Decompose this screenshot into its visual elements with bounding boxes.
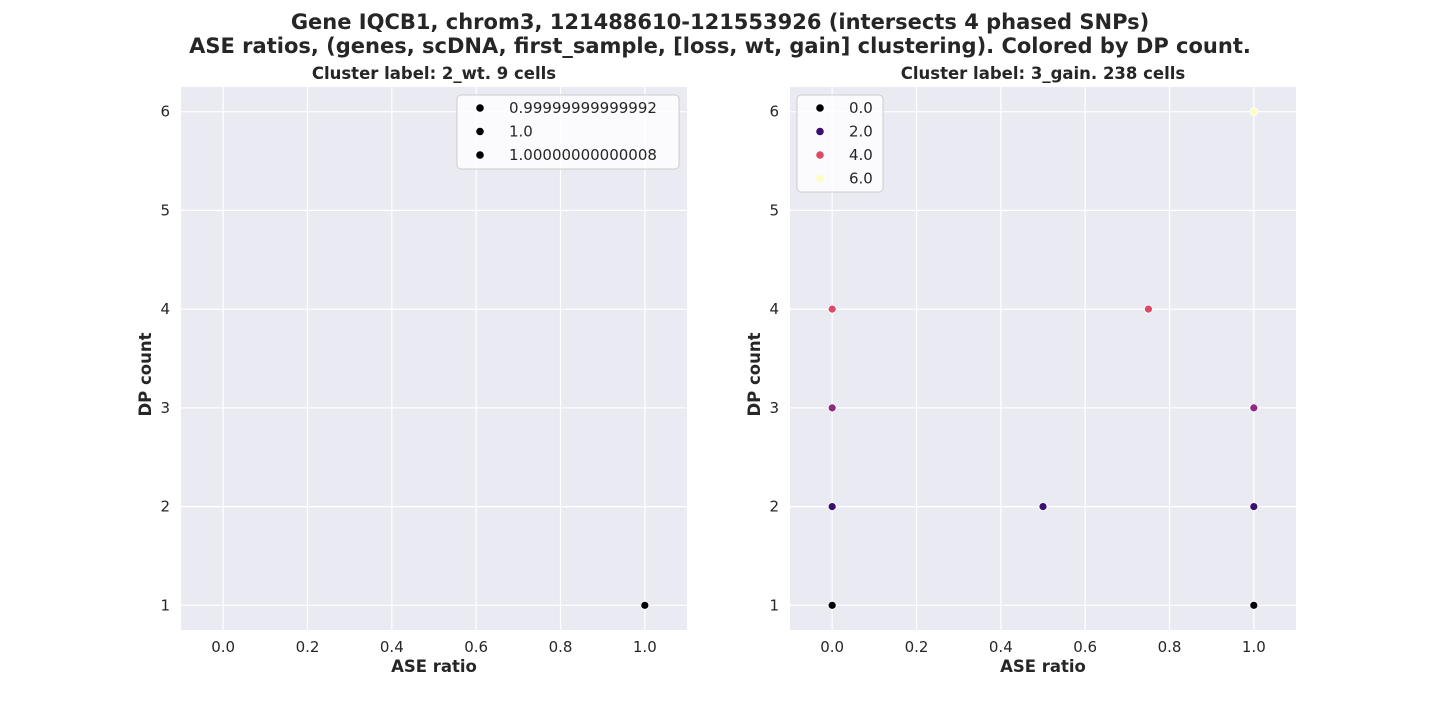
y-tick-label: 4 bbox=[769, 300, 779, 318]
panel-title: Cluster label: 2_wt. 9 cells bbox=[312, 64, 556, 83]
chart-panel-2: 0.0 0.2 0.4 0.6 0.8 1.0 1 2 3 4 5 6 Cluster label: 3… bbox=[745, 64, 1296, 676]
legend-label: 1.00000000000008 bbox=[509, 146, 657, 164]
x-tick-label: 0.4 bbox=[380, 638, 404, 656]
x-tick-label: 0.0 bbox=[211, 638, 235, 656]
data-point bbox=[1038, 502, 1048, 511]
x-tick-label: 1.0 bbox=[633, 638, 657, 656]
y-tick-label: 3 bbox=[160, 399, 170, 417]
x-tick-label: 0.2 bbox=[905, 638, 929, 656]
figure-title-line-1: Gene IQCB1, chrom3, 121488610-121553926 … bbox=[290, 10, 1150, 34]
x-axis-label: ASE ratio bbox=[1000, 657, 1086, 676]
data-point bbox=[827, 403, 837, 413]
y-tick-label: 2 bbox=[769, 498, 779, 516]
x-tick-label: 0.4 bbox=[989, 638, 1013, 656]
legend-box bbox=[456, 94, 680, 170]
x-tick-label: 0.0 bbox=[820, 638, 844, 656]
data-point bbox=[827, 304, 837, 314]
data-point bbox=[1249, 600, 1259, 610]
x-tick-label: 0.6 bbox=[464, 638, 488, 656]
x-tick-label: 0.2 bbox=[296, 638, 320, 656]
y-tick-label: 1 bbox=[769, 596, 779, 614]
x-tick-label: 0.8 bbox=[1158, 638, 1182, 656]
legend-label: 1.0 bbox=[509, 123, 533, 141]
legend-marker bbox=[476, 104, 484, 112]
legend-label: 2.0 bbox=[849, 123, 873, 141]
y-tick-label: 2 bbox=[160, 498, 170, 516]
y-tick-label: 6 bbox=[769, 103, 779, 121]
figure-title-line-2: ASE ratios, (genes, scDNA, first_sample,… bbox=[189, 34, 1251, 58]
panel-title: Cluster label: 3_gain. 238 cells bbox=[901, 64, 1186, 83]
legend-marker bbox=[476, 127, 484, 136]
y-tick-label: 1 bbox=[160, 596, 170, 614]
y-tick-label: 5 bbox=[769, 201, 779, 219]
legend-label: 0.0 bbox=[849, 99, 873, 117]
legend-label: 0.99999999999992 bbox=[509, 99, 657, 117]
data-point bbox=[827, 600, 837, 610]
legend-marker bbox=[476, 151, 484, 159]
data-point bbox=[827, 502, 837, 511]
y-axis-label: DP count bbox=[745, 332, 764, 416]
legend: 0.99999999999992 1.0 1.00000000000008 bbox=[456, 94, 680, 170]
data-point bbox=[1144, 304, 1153, 314]
data-point bbox=[1249, 403, 1259, 413]
x-tick-label: 1.0 bbox=[1242, 638, 1266, 656]
legend-label: 6.0 bbox=[849, 170, 873, 188]
legend-label: 4.0 bbox=[849, 146, 873, 164]
legend-marker bbox=[816, 127, 824, 136]
data-point bbox=[1249, 107, 1259, 117]
legend: 0.0 2.0 4.0 6.0 bbox=[796, 94, 884, 193]
plot-area bbox=[181, 87, 687, 630]
legend-box bbox=[796, 94, 884, 193]
data-point bbox=[1249, 502, 1259, 511]
data-point bbox=[640, 600, 650, 610]
y-tick-label: 6 bbox=[160, 103, 170, 121]
y-axis-label: DP count bbox=[136, 332, 155, 416]
y-tick-label: 5 bbox=[160, 201, 170, 219]
x-tick-label: 0.6 bbox=[1073, 638, 1097, 656]
y-tick-label: 3 bbox=[769, 399, 779, 417]
legend-marker bbox=[816, 174, 824, 183]
y-tick-label: 4 bbox=[160, 300, 170, 318]
x-axis-label: ASE ratio bbox=[391, 657, 477, 676]
chart-panel-1: 0.0 0.2 0.4 0.6 0.8 1.0 1 2 3 4 5 6 Cluster label: 2… bbox=[136, 64, 687, 676]
legend-marker bbox=[816, 104, 824, 112]
x-tick-label: 0.8 bbox=[549, 638, 573, 656]
legend-marker bbox=[816, 151, 824, 159]
